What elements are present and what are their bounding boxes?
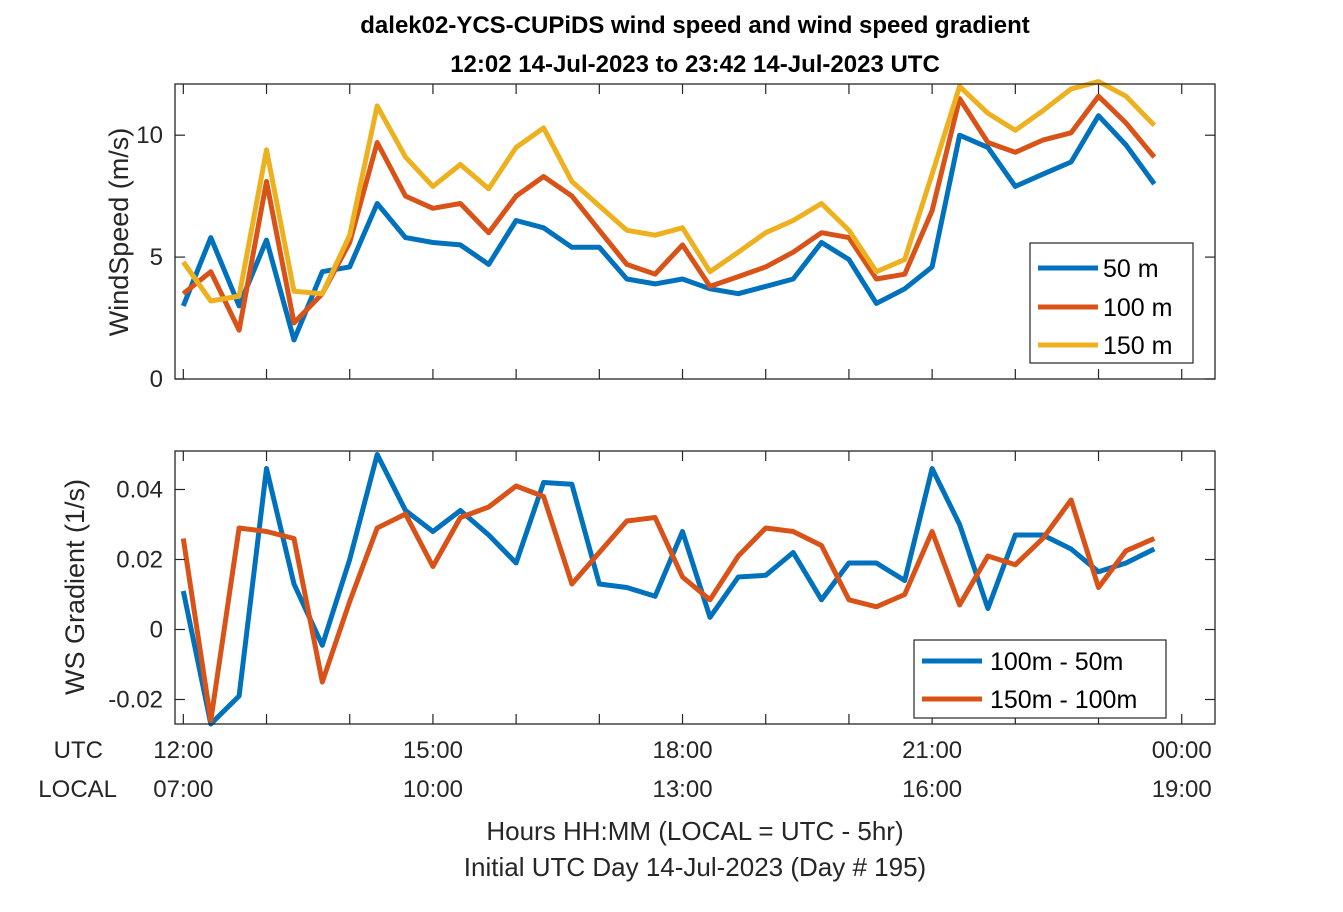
x-row-label-local: LOCAL (38, 776, 117, 803)
x-row-label-utc: UTC (54, 737, 103, 764)
gradient-legend: 100m - 50m 150m - 100m (913, 639, 1167, 719)
legend-label-150m: 150 m (1103, 332, 1172, 360)
x-tick-label-utc: 12:00 (153, 737, 213, 764)
windspeed-legend: 50 m 100 m 150 m (1029, 242, 1194, 364)
series-line-50-m (180, 113, 1157, 343)
y-tick-label: 0 (150, 617, 163, 644)
legend-label-100m: 100 m (1103, 294, 1172, 322)
series-line-100-m (181, 93, 1157, 333)
y-tick-label: 0.04 (116, 477, 163, 504)
gradient-axes: -0.02 0 0.02 0.04 WS Gradient (1/s) 100m - … (60, 450, 1216, 727)
series-line-150-m (181, 79, 1157, 304)
x-axis-label: Hours HH:MM (LOCAL = UTC - 5hr) (486, 816, 903, 846)
chart-title-line1: dalek02-YCS-CUPiDS wind speed and wind s… (360, 12, 1029, 39)
series-line-100m-50m (180, 452, 1156, 727)
gradient-ylabel: WS Gradient (1/s) (60, 479, 90, 695)
y-tick-label: -0.02 (108, 687, 163, 714)
x-tick-label-local: 19:00 (1152, 776, 1212, 803)
windspeed-ylabel: WindSpeed (m/s) (104, 128, 134, 337)
x-tick-label-local: 16:00 (902, 776, 962, 803)
x-tick-label-local: 07:00 (153, 776, 213, 803)
x-tick-label-utc: 21:00 (902, 737, 962, 764)
x-tick-label-utc: 18:00 (652, 737, 712, 764)
y-tick-label: 10 (136, 122, 163, 149)
y-tick-label: 0.02 (116, 547, 163, 574)
series-line-150m-100m (180, 483, 1156, 723)
windspeed-axes-frame (174, 83, 1216, 380)
x-tick-label-utc: 00:00 (1152, 737, 1212, 764)
x-tick-label-local: 10:00 (403, 776, 463, 803)
chart-title-line2: 12:02 14-Jul-2023 to 23:42 14-Jul-2023 U… (450, 51, 940, 78)
y-tick-label: 5 (150, 244, 163, 271)
y-tick-label: 0 (150, 366, 163, 393)
x-axis-label-day: Initial UTC Day 14-Jul-2023 (Day # 195) (464, 852, 926, 882)
windspeed-axes: 0 5 10 WindSpeed (m/s) 50 m 100 m 150 m (104, 79, 1216, 393)
gradient-axes-frame (174, 450, 1216, 725)
legend-label-150m-100m: 150m - 100m (990, 686, 1137, 714)
x-tick-label-local: 13:00 (652, 776, 712, 803)
legend-label-50m: 50 m (1103, 255, 1159, 283)
x-tick-label-utc: 15:00 (403, 737, 463, 764)
legend-label-100m-50m: 100m - 50m (990, 648, 1123, 676)
